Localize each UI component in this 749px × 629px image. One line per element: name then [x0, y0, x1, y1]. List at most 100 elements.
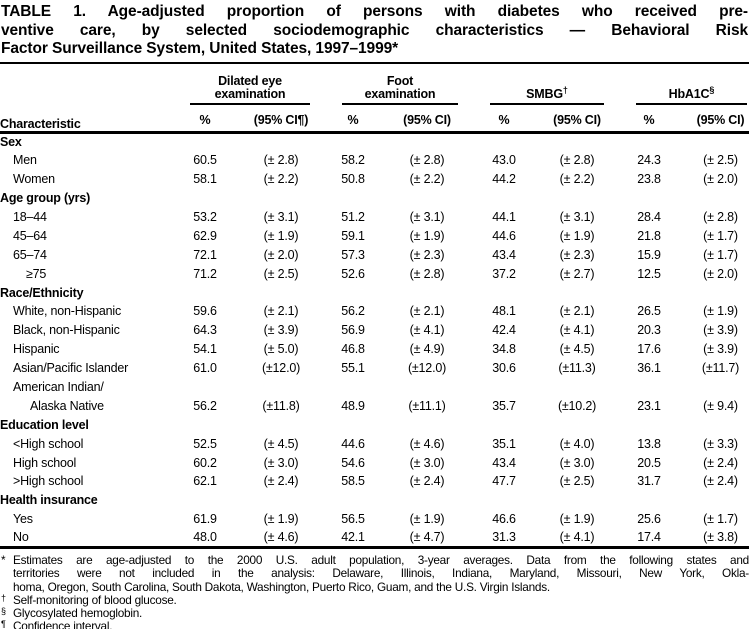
footnotes: * Estimates are age-adjusted to the 2000 …: [0, 553, 749, 629]
characteristic-cell: Hispanic: [13, 342, 60, 357]
percent-cell: 56.2: [341, 304, 365, 319]
footnote-marker: †: [1, 592, 6, 603]
section-label: Education level: [0, 417, 89, 432]
percent-cell: 42.1: [341, 530, 365, 545]
percent-cell: 72.1: [193, 247, 217, 262]
percent-cell: 13.8: [637, 436, 661, 451]
characteristic-cell: Asian/Pacific Islander: [13, 361, 129, 376]
ci-cell: (± 4.1): [559, 530, 595, 545]
percent-cell: 24.3: [637, 153, 661, 168]
percent-cell: 51.2: [341, 210, 365, 224]
ci-cell: (± 3.0): [263, 455, 299, 470]
ci-cell: (± 2.3): [409, 247, 445, 262]
percent-cell: 23.1: [637, 398, 661, 413]
ci-cell: (± 1.9): [409, 228, 445, 243]
percent-cell: 60.5: [193, 153, 217, 168]
characteristic-cell: 65–74: [13, 247, 47, 262]
ci-cell: (± 4.9): [409, 342, 445, 357]
percent-cell: 48.1: [492, 304, 516, 319]
percent-cell: 59.6: [193, 304, 217, 319]
ci-cell: (± 1.9): [703, 304, 738, 319]
ci-cell: (± 1.9): [559, 512, 595, 527]
ci-cell: [548, 378, 606, 397]
ci-cell: (± 4.7): [409, 530, 445, 545]
characteristic-cell: 45–64: [13, 228, 47, 243]
ci-cell: (± 3.9): [703, 342, 738, 357]
percent-cell: 48.9: [341, 398, 365, 413]
percent-cell: 50.8: [341, 172, 365, 187]
ci-cell: (± 1.9): [263, 228, 299, 243]
footnote-text: Estimates are age-adjusted to the 2000 U…: [13, 553, 749, 594]
percent-cell: 43.0: [492, 153, 516, 168]
group-marker: §: [709, 84, 715, 95]
characteristic-cell: Yes: [13, 512, 33, 527]
ci-cell: (± 4.6): [409, 436, 445, 451]
ci-cell: (± 2.2): [559, 172, 595, 187]
ci-cell: (±12.0): [407, 361, 447, 376]
ci-cell: (± 1.9): [559, 228, 595, 243]
footnote-marker: ¶: [1, 619, 6, 629]
ci-cell: (± 2.1): [559, 304, 595, 319]
characteristic-cell: Black, non-Hispanic: [13, 323, 120, 338]
ci-cell: (± 3.1): [409, 210, 445, 224]
ci-cell: (± 4.5): [559, 342, 595, 357]
ci-cell: (± 2.0): [703, 172, 738, 187]
footnote-text: Self-monitoring of blood glucose.: [13, 592, 749, 607]
footnote-line: Confidence interval.: [13, 619, 113, 629]
percent-cell: 56.9: [341, 323, 365, 338]
percent-cell: 62.9: [193, 228, 217, 243]
footnote: § Glycosylated hemoglobin.: [0, 605, 749, 620]
percent-cell: 17.4: [637, 530, 661, 545]
ci-cell: (± 1.7): [703, 512, 738, 527]
ci-cell: [250, 378, 312, 397]
footnote-line: Self-monitoring of blood glucose.: [13, 592, 177, 607]
table-row: 18–44 53.2 (± 3.1) 51.2 (± 3.1) 44.1 (± 3.1) 28…: [0, 208, 749, 227]
table-row: White, non-Hispanic 59.6 (± 2.1) 56.2 (± 2.1…: [0, 302, 749, 321]
title-line: ventive care, by selected sociodemograph…: [1, 21, 748, 39]
ci-cell: (± 3.9): [263, 323, 299, 338]
section-label: Sex: [0, 135, 22, 150]
characteristic-cell: Women: [13, 172, 55, 187]
percent-cell: 20.5: [637, 455, 661, 470]
ci-cell: (± 3.0): [559, 455, 595, 470]
footnote: * Estimates are age-adjusted to the 2000 …: [0, 553, 749, 594]
percent-cell: 52.6: [341, 266, 365, 281]
table-row: <High school 52.5 (± 4.5) 44.6 (± 4.6) 35.1 (±…: [0, 434, 749, 453]
percent-cell: 58.1: [193, 172, 217, 187]
ci-cell: (± 4.1): [409, 323, 445, 338]
ci-cell: (± 2.8): [703, 210, 738, 224]
characteristic-cell: Men: [13, 153, 37, 168]
percent-cell: 46.8: [341, 342, 365, 357]
ci-cell: (±11.7): [701, 361, 740, 376]
group-header-smbg: SMBG†: [460, 63, 606, 105]
ci-cell: (± 5.0): [263, 342, 299, 357]
group-label: HbA1C: [668, 87, 710, 101]
ci-cell: (± 2.2): [263, 172, 299, 187]
percent-cell: 12.5: [637, 266, 661, 281]
percent-cell: 44.6: [492, 228, 516, 243]
ci-cell: (± 2.0): [263, 247, 299, 262]
percent-cell: 42.4: [492, 323, 516, 338]
percent-cell: 23.8: [637, 172, 661, 187]
percent-column-header: %: [160, 104, 250, 134]
section-label: Race/Ethnicity: [0, 285, 84, 300]
ci-cell: (±11.3): [558, 361, 596, 376]
table-row: 45–64 62.9 (± 1.9) 59.1 (± 1.9) 44.6 (± 1.9) 21…: [0, 226, 749, 245]
percent-cell: 21.8: [637, 228, 661, 243]
footnote-marker: §: [1, 605, 6, 616]
ci-cell: (± 2.0): [703, 266, 738, 281]
section-row: Race/Ethnicity: [0, 283, 749, 302]
group-marker: †: [562, 84, 568, 95]
ci-cell: (± 9.4): [703, 398, 738, 413]
footnote: ¶ Confidence interval.: [0, 619, 749, 629]
footnote-line: Glycosylated hemoglobin.: [13, 605, 143, 620]
ci-column-header: (95% CI): [548, 104, 606, 134]
ci-cell: (± 2.4): [703, 455, 738, 470]
percent-cell: 28.4: [637, 210, 661, 224]
ci-cell: (±11.8): [262, 398, 300, 413]
table-row: Yes 61.9 (± 1.9) 56.5 (± 1.9) 46.6 (± 1.9) 25.6…: [0, 510, 749, 529]
percent-cell: 31.7: [637, 474, 661, 489]
percent-cell: 37.2: [492, 266, 516, 281]
ci-cell: (± 2.4): [703, 474, 738, 489]
characteristic-cell: High school: [13, 455, 77, 470]
